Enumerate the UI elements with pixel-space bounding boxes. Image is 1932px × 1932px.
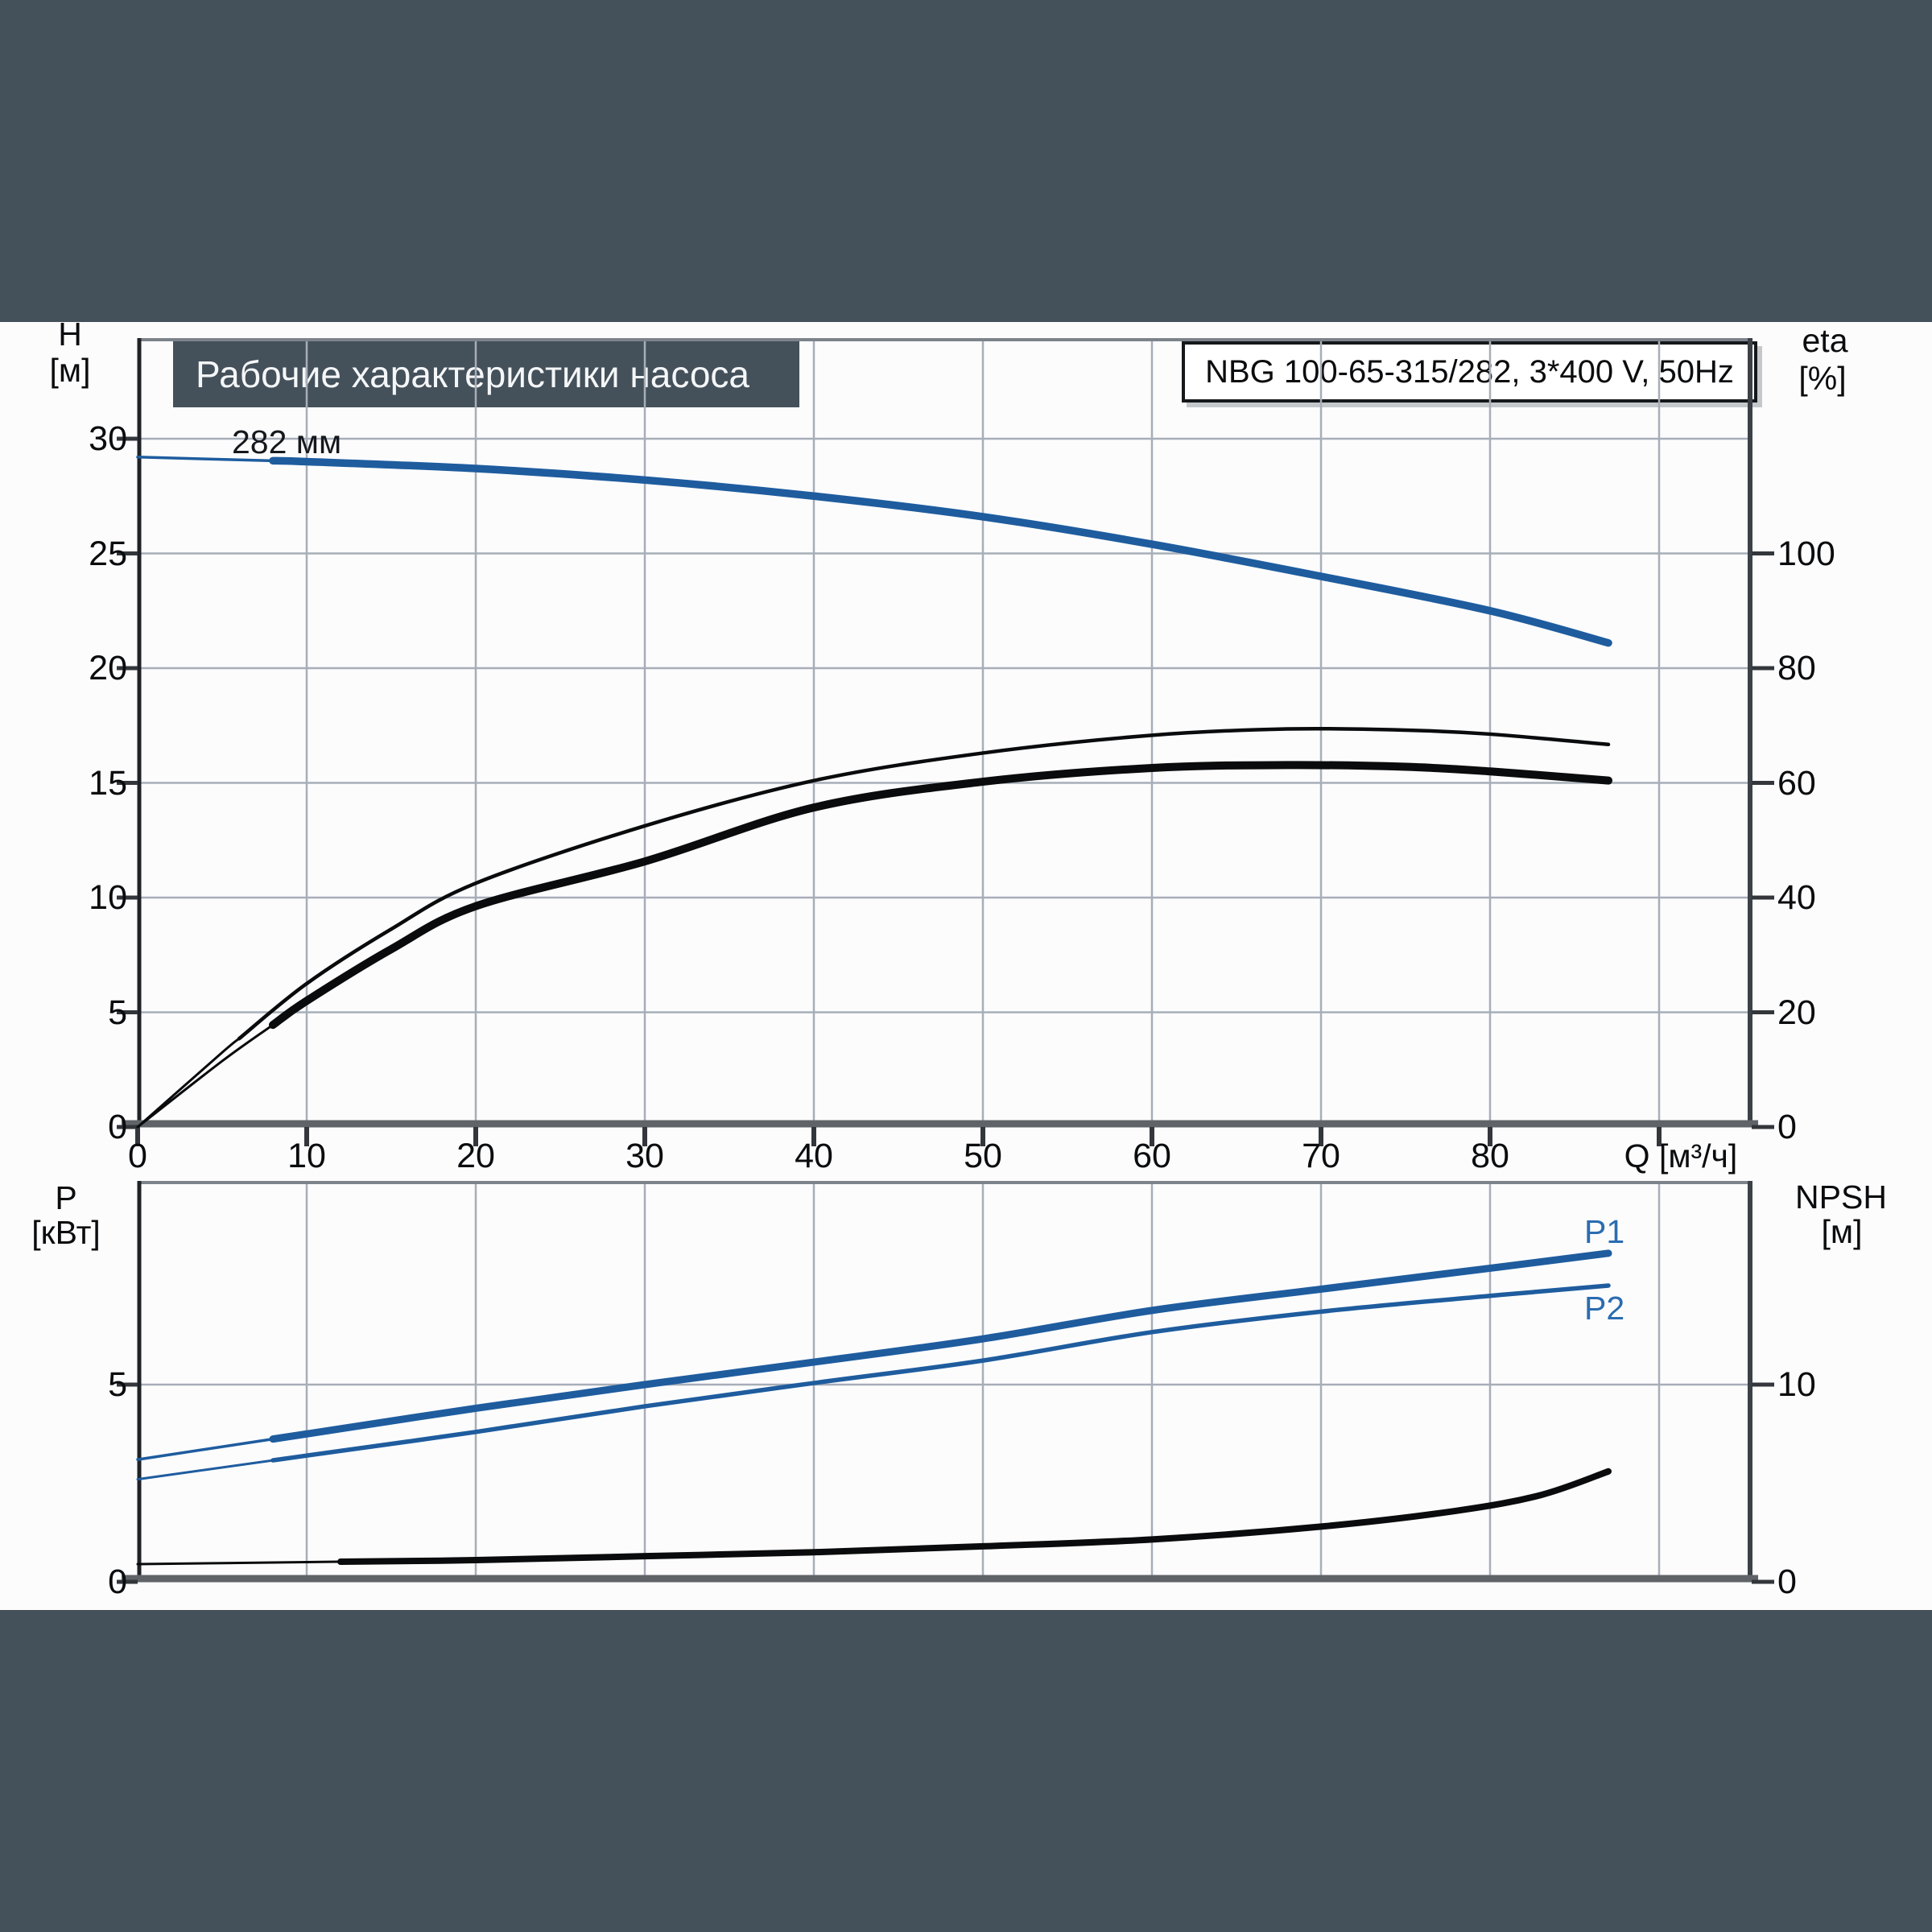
curve-annotation-1: P1 [1584, 1213, 1625, 1250]
right-tick-label: 40 [1777, 878, 1816, 917]
left-tick-label: 30 [89, 419, 127, 458]
curve-annotation-0: 282 мм [232, 423, 342, 460]
left-tick-label: 25 [89, 534, 127, 573]
x-tick-label: 30 [625, 1137, 664, 1175]
p1-curve-lead [136, 1437, 275, 1461]
npsh-curve-lead [136, 1560, 342, 1566]
pump-model-text: NBG 100-65-315/282, 3*400 V, 50Hz [1205, 353, 1734, 390]
x-tick-label: 60 [1133, 1137, 1171, 1175]
axis-unit-label-1: [м] [49, 352, 91, 389]
right-tick-label: 0 [1777, 1108, 1797, 1146]
right-tick-label: 20 [1777, 993, 1816, 1032]
right-tick-label: 60 [1777, 763, 1816, 803]
pump-model-badge: NBG 100-65-315/282, 3*400 V, 50Hz [1182, 341, 1757, 402]
left-tick-label: 5 [108, 993, 127, 1032]
x-tick-label: 0 [128, 1137, 147, 1175]
p2-curve [270, 1283, 1611, 1463]
npsh-curve [337, 1468, 1612, 1566]
axis-unit-label-4: Q [м³/ч] [1624, 1137, 1738, 1174]
p2-curve-lead [136, 1459, 275, 1481]
axis-unit-label-2: eta [1802, 322, 1848, 359]
x-tick-label: 20 [456, 1137, 495, 1175]
head-curve-282mm-lead [136, 456, 275, 463]
chart-title: Рабочие характеристики насоса [196, 353, 750, 395]
axis-unit-label-7: NPSH [1795, 1179, 1887, 1216]
left-tick-label: 5 [108, 1365, 127, 1404]
left-tick-label: 0 [108, 1108, 127, 1146]
x-tick-label: 70 [1302, 1137, 1340, 1175]
axis-unit-label-3: [%] [1798, 360, 1847, 397]
axis-unit-label-0: H [58, 316, 82, 353]
head-curve-282mm [269, 456, 1612, 647]
p1-curve [269, 1249, 1612, 1443]
axis-unit-label-6: [кВт] [31, 1214, 101, 1251]
axis-unit-label-8: [м] [1821, 1213, 1863, 1250]
eta-total-curve [269, 761, 1612, 1030]
right-tick-label: 10 [1777, 1365, 1816, 1404]
x-tick-label: 80 [1471, 1137, 1509, 1175]
eta-pump-curve [237, 726, 1611, 1041]
x-tick-label: 50 [964, 1137, 1002, 1175]
axis-unit-label-5: P [55, 1179, 77, 1216]
power-npsh-chart [117, 1181, 1774, 1584]
chart-title-bar: Рабочие характеристики насоса [173, 341, 799, 407]
left-tick-label: 0 [108, 1563, 127, 1601]
left-tick-label: 20 [89, 649, 127, 687]
head-efficiency-chart [117, 338, 1774, 1146]
x-tick-label: 10 [287, 1137, 326, 1175]
left-tick-label: 15 [89, 763, 127, 803]
left-tick-label: 10 [89, 878, 127, 917]
right-tick-label: 100 [1777, 534, 1835, 573]
curve-annotation-2: P2 [1584, 1290, 1625, 1327]
right-tick-label: 80 [1777, 649, 1816, 687]
chart-panel [0, 322, 1932, 1610]
right-tick-label: 0 [1777, 1563, 1797, 1601]
x-tick-label: 40 [795, 1137, 833, 1175]
eta-pump-curve-lead [136, 1037, 241, 1129]
eta-total-curve-lead [136, 1023, 275, 1129]
